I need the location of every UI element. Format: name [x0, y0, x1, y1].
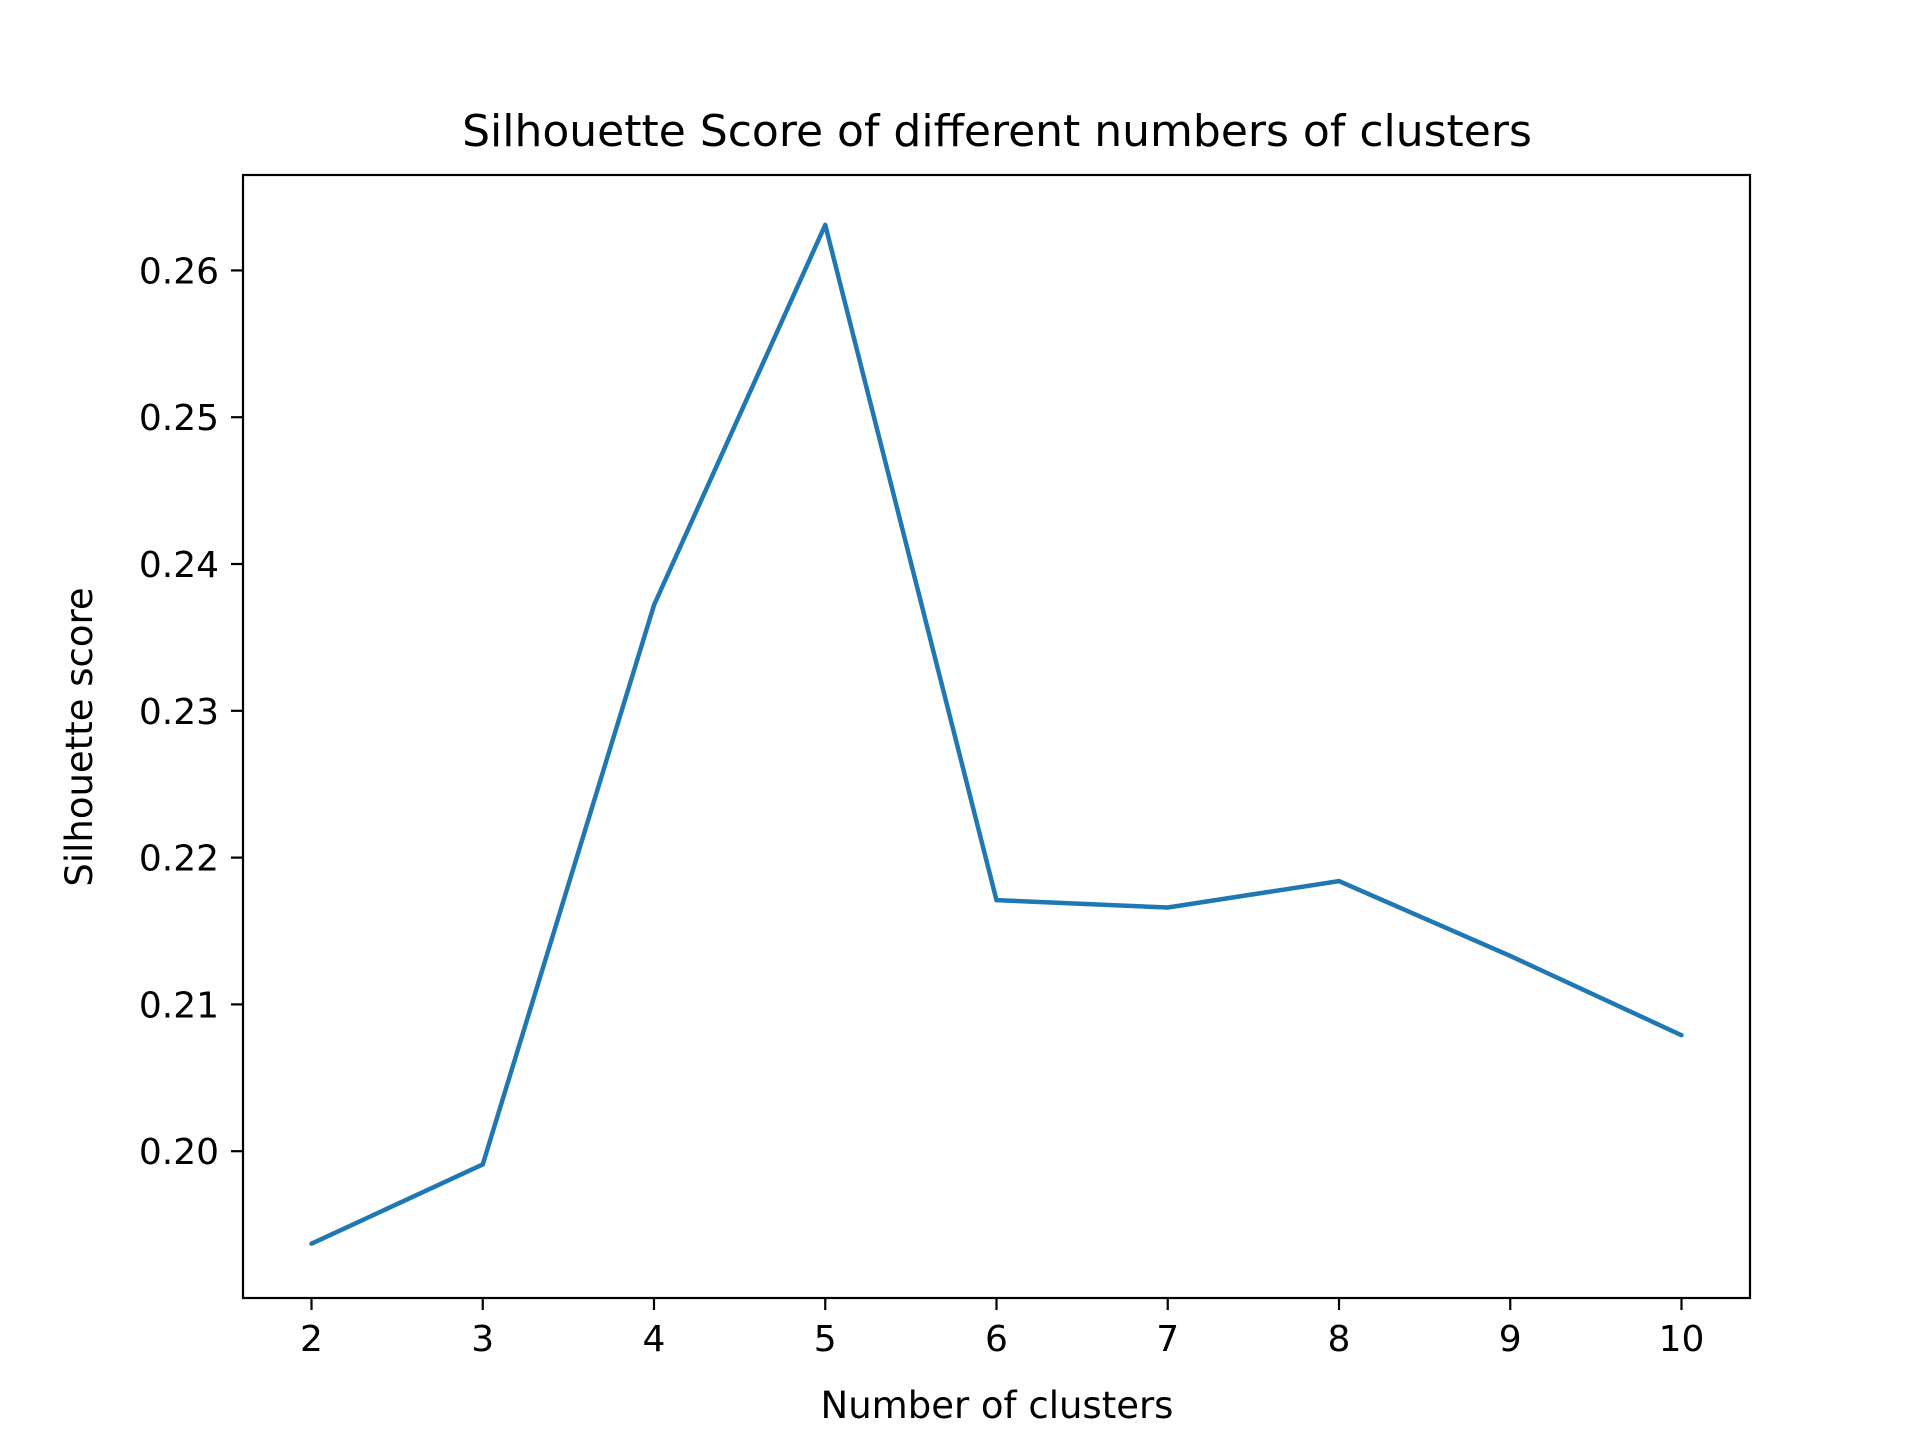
data-point: [309, 1241, 314, 1246]
data-point: [823, 222, 828, 228]
y-tick-label: 0.20: [139, 1132, 219, 1173]
x-tick-label: 8: [1328, 1319, 1351, 1360]
series-line: [310, 222, 1683, 1246]
x-tick-label: 4: [643, 1319, 666, 1360]
data-point: [1336, 878, 1342, 884]
x-axis-label: Number of clusters: [821, 1384, 1174, 1427]
chart-title: Silhouette Score of different numbers of…: [462, 106, 1532, 157]
x-tick-label: 6: [985, 1319, 1008, 1360]
plot-area: [241, 173, 1752, 1300]
plot-frame: [241, 173, 1752, 1300]
x-tick-label: 3: [471, 1319, 494, 1360]
x-tick-label: 5: [814, 1319, 837, 1360]
x-tick-label: 2: [300, 1319, 323, 1360]
data-point: [1508, 953, 1513, 959]
x-tick-label: 10: [1659, 1319, 1705, 1360]
data-point: [651, 602, 657, 608]
x-tick-label: 7: [1156, 1319, 1179, 1360]
series-layer: [309, 222, 1684, 1246]
y-tick-label: 0.21: [139, 985, 219, 1026]
x-tick-label: 9: [1499, 1319, 1522, 1360]
data-point: [994, 897, 999, 903]
y-axis-label: Silhouette score: [58, 587, 101, 886]
y-tick-label: 0.24: [139, 545, 219, 586]
y-tick-label: 0.26: [139, 251, 219, 292]
x-axis: 2 3 4 5 6 7 8 9 10: [300, 1298, 1704, 1360]
y-tick-label: 0.22: [139, 839, 219, 880]
data-point: [1679, 1033, 1684, 1038]
data-point: [480, 1162, 485, 1167]
y-axis: 0.20 0.21 0.22 0.23 0.24 0.25 0.26: [139, 251, 243, 1173]
y-tick-label: 0.25: [139, 398, 219, 439]
y-tick-label: 0.23: [139, 692, 219, 733]
data-point: [1165, 905, 1170, 910]
